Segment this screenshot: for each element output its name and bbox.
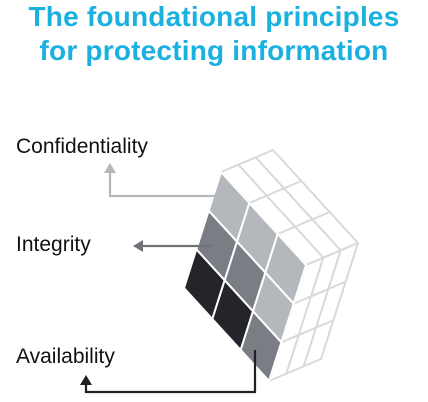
label-confidentiality: Confidentiality (16, 135, 148, 158)
confidentiality-arrowhead (104, 163, 116, 173)
cube-grid-line (272, 149, 359, 244)
cube-grid-line (285, 256, 325, 375)
cube-grid-line (254, 156, 342, 252)
cube-grid-line (220, 149, 274, 173)
cube-grid-line (320, 242, 359, 360)
cube-grid-line (305, 242, 359, 266)
title-line-1: The foundational principles (28, 1, 400, 32)
cube-grid-line (268, 358, 322, 382)
arrows (80, 163, 257, 394)
integrity-arrowhead (133, 240, 143, 252)
cube-cell (239, 310, 283, 382)
label-availability: Availability (16, 345, 115, 368)
cube-grid-line (276, 211, 331, 235)
label-integrity: Integrity (16, 233, 91, 256)
availability-arrowhead (80, 375, 92, 385)
availability-arrow (84, 350, 257, 394)
cube-grid-line (292, 280, 347, 305)
confidentiality-arrow (108, 172, 222, 198)
title-line-2: for protecting information (39, 35, 389, 66)
cube-left-face (183, 171, 307, 382)
cube-grid-line (237, 163, 325, 259)
cube-grid-line (248, 180, 303, 204)
cube-grid-line (302, 249, 342, 368)
cube-grid-line (280, 319, 335, 344)
